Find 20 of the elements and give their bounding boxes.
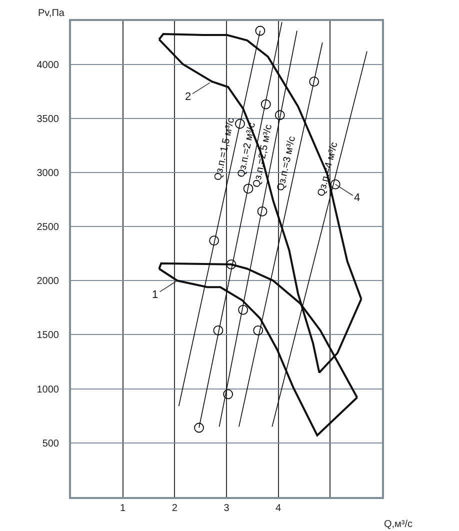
y-tick-label: 2000	[36, 276, 60, 288]
x-tick-label: 4	[276, 503, 282, 514]
x-axis-title: Q,м³/с	[384, 519, 413, 530]
text: Qз.п.=3 м³/с	[275, 135, 298, 192]
text: Qз.п.=1,5 м³/с	[212, 116, 237, 182]
y-tick-label: 500	[42, 438, 60, 450]
annotation: 1	[152, 289, 158, 301]
x-tick-label: 1	[120, 503, 126, 514]
x-tick-label: 3	[224, 503, 230, 514]
y-tick-label: 2500	[36, 222, 60, 234]
y-axis-title: Pv,Па	[38, 8, 65, 19]
annotation: 2	[185, 91, 192, 103]
y-tick-label: 1000	[36, 384, 60, 396]
annotation: 4	[354, 192, 360, 204]
y-tick-label: 4000	[36, 60, 60, 71]
y-tick-label: 3000	[36, 168, 60, 179]
text: Qз.п.=4 м³/с	[316, 141, 340, 198]
y-tick-label: 1500	[36, 330, 60, 342]
x-tick-label: 2	[172, 503, 178, 514]
y-tick-label: 3500	[36, 114, 60, 125]
